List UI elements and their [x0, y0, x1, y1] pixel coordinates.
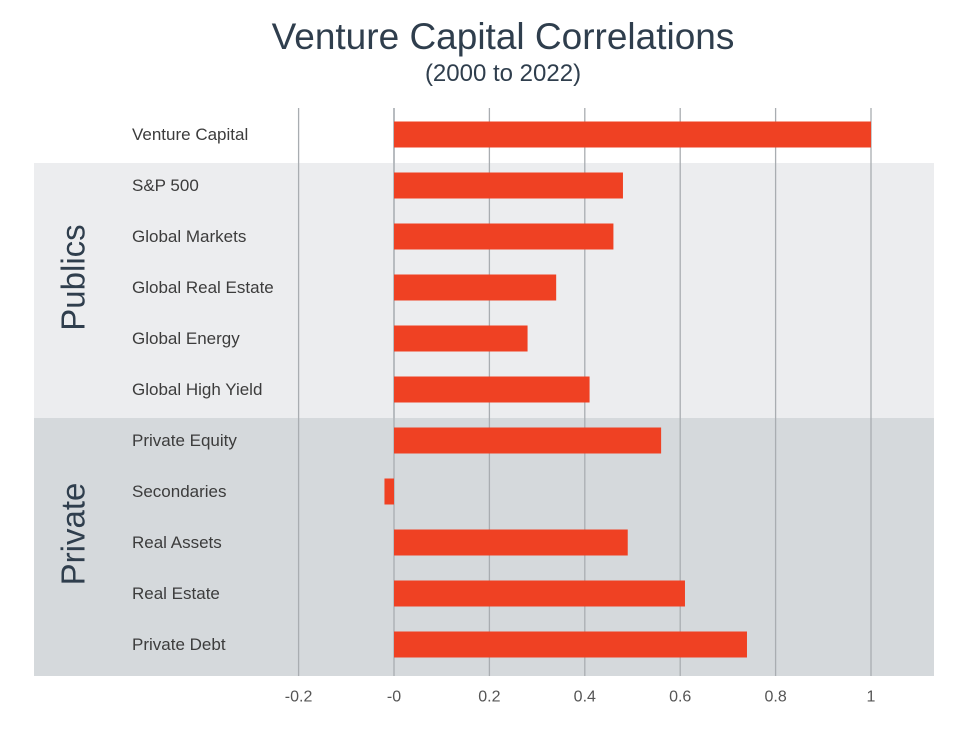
category-labels: Venture Capital S&P 500 Global Markets Glob… [132, 125, 274, 654]
bar-private-debt [394, 631, 747, 658]
category-label: Secondaries [132, 482, 227, 501]
bar-venture-capital [394, 121, 871, 148]
bar-global-markets [394, 223, 614, 250]
category-label: Global Real Estate [132, 278, 274, 297]
category-label: Real Assets [132, 533, 222, 552]
bar-real-assets [394, 529, 628, 556]
x-tick-label: -0.2 [285, 689, 313, 706]
group-label-publics: Publics [55, 224, 92, 330]
group-labels: Publics Private [55, 224, 92, 585]
x-tick-label: -0 [387, 689, 401, 706]
bar-private-equity [394, 427, 662, 454]
bar-global-energy [394, 325, 528, 352]
category-label: Global Energy [132, 329, 240, 348]
group-bands [34, 163, 934, 676]
bar-s-p-500 [394, 172, 623, 199]
category-label: Global High Yield [132, 380, 262, 399]
category-label: Private Equity [132, 431, 237, 450]
bar-secondaries [384, 478, 394, 505]
category-label: Global Markets [132, 227, 246, 246]
x-tick-label: 0.2 [478, 689, 500, 706]
category-label: Private Debt [132, 635, 226, 654]
x-tick-label: 0.4 [574, 689, 596, 706]
category-label: Real Estate [132, 584, 220, 603]
x-tick-label: 1 [867, 689, 876, 706]
x-tick-label: 0.6 [669, 689, 691, 706]
bars [384, 121, 871, 658]
category-label: Venture Capital [132, 125, 248, 144]
tick-labels: -0.2 -0 0.2 0.4 0.6 0.8 1 [285, 689, 876, 706]
bar-global-real-estate [394, 274, 557, 301]
x-tick-label: 0.8 [764, 689, 786, 706]
chart-subtitle: (2000 to 2022) [424, 60, 582, 87]
chart-title: Venture Capital Correlations [271, 16, 735, 57]
category-label: S&P 500 [132, 176, 199, 195]
bar-global-high-yield [394, 376, 590, 403]
bar-real-estate [394, 580, 685, 607]
group-label-private: Private [55, 483, 92, 586]
